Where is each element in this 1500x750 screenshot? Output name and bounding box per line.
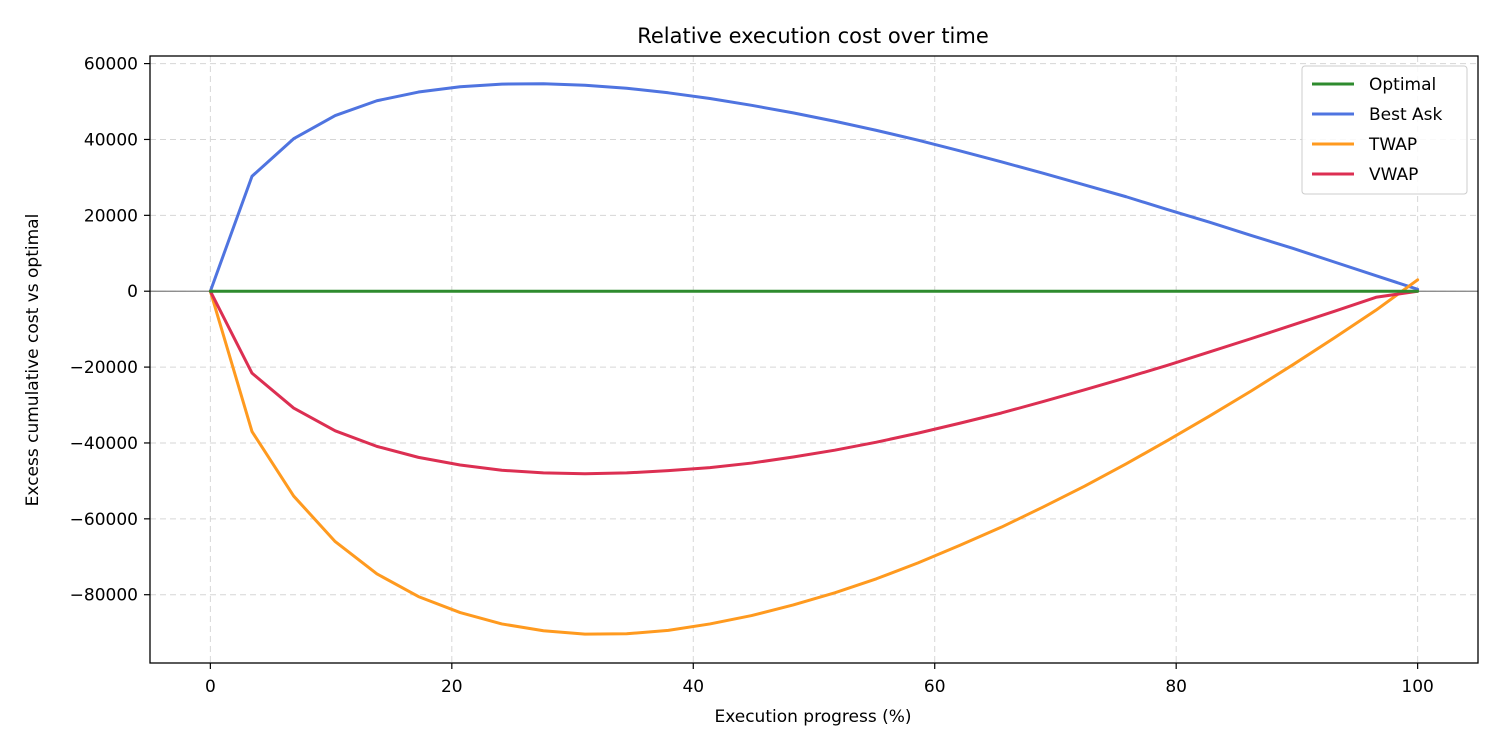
series-line-best-ask (208, 82, 1420, 293)
x-axis-title: Execution progress (%) (714, 707, 911, 727)
x-tick-label: 0 (205, 677, 216, 697)
chart-title: Relative execution cost over time (637, 24, 989, 48)
x-tick-label: 80 (1165, 677, 1187, 697)
series-lines (208, 82, 1420, 636)
series-line-vwap (208, 289, 1420, 476)
series-line-twap (208, 278, 1420, 636)
legend-label: TWAP (1368, 135, 1417, 155)
legend-label: VWAP (1369, 165, 1418, 185)
plot-frame (149, 55, 1479, 664)
grid (150, 56, 1478, 663)
y-axis-title: Excess cumulative cost vs optimal (23, 214, 43, 507)
y-tick-label: 40000 (84, 130, 138, 150)
y-tick-label: −20000 (70, 358, 138, 378)
y-tick-label: 60000 (84, 55, 138, 75)
x-tick-label: 100 (1401, 677, 1433, 697)
y-tick-label: −60000 (70, 510, 138, 530)
legend: Optimal Best Ask TWAP VWAP (1301, 65, 1468, 195)
y-tick-label: −40000 (70, 434, 138, 454)
y-tick-label: −80000 (70, 586, 138, 606)
x-tick-label: 40 (682, 677, 704, 697)
y-tick-label: 0 (127, 282, 138, 302)
legend-label: Optimal (1369, 75, 1436, 95)
legend-label: Best Ask (1369, 105, 1443, 125)
y-tick-label: 20000 (84, 206, 138, 226)
legend-box (1301, 65, 1468, 195)
x-axis-ticks: 0 20 40 60 80 100 (205, 663, 1434, 697)
x-tick-label: 20 (441, 677, 463, 697)
y-axis-ticks: −80000 −60000 −40000 −20000 0 20000 40000 60000 (70, 55, 150, 606)
x-tick-label: 60 (924, 677, 946, 697)
